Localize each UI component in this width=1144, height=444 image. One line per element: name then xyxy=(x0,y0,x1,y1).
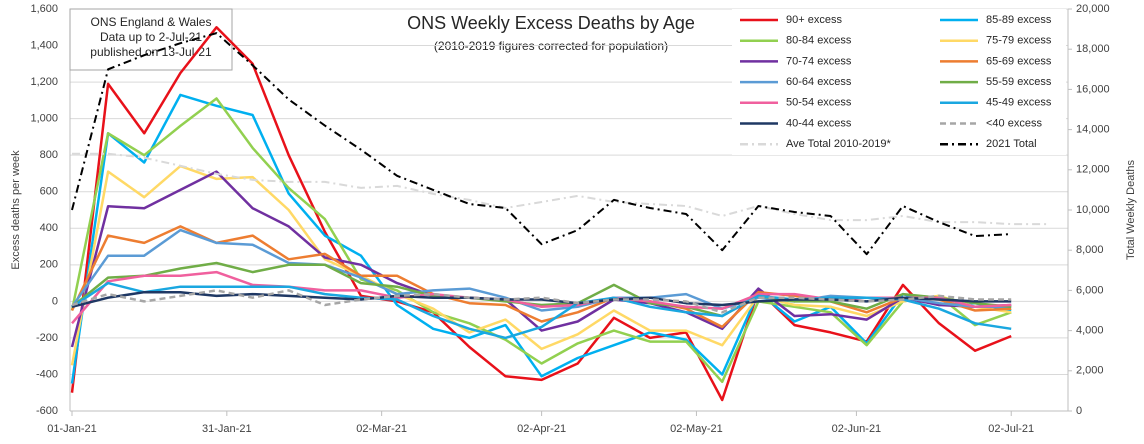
legend-label: 55-59 excess xyxy=(986,76,1052,88)
x-tick-label: 31-Jan-21 xyxy=(202,423,252,435)
y2-tick-label: 16,000 xyxy=(1076,83,1110,95)
legend-label: 60-64 excess xyxy=(786,76,852,88)
y2-tick-label: 2,000 xyxy=(1076,365,1104,377)
y2-axis-title: Total Weekly Deaths xyxy=(1125,159,1137,260)
annotation-line: published on 13-Jul-21 xyxy=(90,45,212,59)
y-tick-label: 200 xyxy=(40,259,58,271)
y-tick-label: 1,200 xyxy=(30,76,58,88)
series-line xyxy=(70,97,1012,384)
y-tick-label: 1,600 xyxy=(30,3,58,15)
annotation-box xyxy=(69,8,233,71)
series-line xyxy=(71,261,1012,318)
y2-tick-label: 12,000 xyxy=(1076,164,1110,176)
legend-label: 75-79 excess xyxy=(986,35,1052,47)
annotation-line: ONS England & Wales xyxy=(91,15,212,29)
series-line xyxy=(70,164,1012,366)
x-tick-label: 01-Jan-21 xyxy=(47,423,97,435)
y2-tick-label: 18,000 xyxy=(1076,43,1110,55)
legend-box xyxy=(732,9,1066,155)
legend-label: 50-54 excess xyxy=(786,97,852,109)
y-tick-label: -600 xyxy=(36,405,58,417)
y2-tick-label: 10,000 xyxy=(1076,204,1110,216)
y2-tick-label: 14,000 xyxy=(1076,124,1110,136)
x-tick-label: 02-Apr-21 xyxy=(517,423,566,435)
y-tick-label: 800 xyxy=(40,149,58,161)
chart-title: ONS Weekly Excess Deaths by Age xyxy=(407,13,695,33)
y2-tick-label: 0 xyxy=(1076,405,1082,417)
x-tick-label: 02-May-21 xyxy=(670,423,723,435)
y-tick-label: -400 xyxy=(36,368,58,380)
y-axis-title: Excess deaths per week xyxy=(10,150,22,270)
legend-label: 65-69 excess xyxy=(986,55,1052,67)
legend-label: 45-49 excess xyxy=(986,97,1052,109)
y2-tick-label: 20,000 xyxy=(1076,3,1110,15)
series-line xyxy=(70,225,1012,329)
series-line xyxy=(71,281,1012,340)
x-tick-label: 02-Mar-21 xyxy=(356,423,407,435)
legend-label: 90+ excess xyxy=(786,14,842,26)
y-tick-label: 0 xyxy=(52,295,58,307)
series-line xyxy=(70,26,1012,402)
legend-label: 40-44 excess xyxy=(786,117,852,129)
y-tick-label: -200 xyxy=(36,332,58,344)
annotation-line: Data up to 2-Jul-21 xyxy=(100,30,202,44)
legend-label: <40 excess xyxy=(986,117,1042,129)
legend: 90+ excess 85-89 excess 80-84 excess 75-79 … xyxy=(732,9,1066,155)
series-line xyxy=(72,152,1048,226)
legend-label: Ave Total 2010-2019* xyxy=(786,138,892,150)
y-tick-label: 600 xyxy=(40,186,58,198)
x-tick-label: 02-Jun-21 xyxy=(832,423,882,435)
series-line xyxy=(71,290,1012,309)
y2-tick-label: 8,000 xyxy=(1076,244,1104,256)
legend-label: 2021 Total xyxy=(986,138,1037,150)
series-line xyxy=(70,93,1012,384)
series-line xyxy=(70,170,1012,348)
y2-tick-label: 4,000 xyxy=(1076,325,1104,337)
x-tick-label: 02-Jul-21 xyxy=(988,423,1034,435)
series-line xyxy=(71,32,1012,256)
chart-subtitle: (2010-2019 figures corrected for populat… xyxy=(434,39,668,53)
y-tick-label: 1,000 xyxy=(30,113,58,125)
y-tick-label: 400 xyxy=(40,222,58,234)
legend-label: 70-74 excess xyxy=(786,55,852,67)
legend-label: 80-84 excess xyxy=(786,35,852,47)
legend-label: 85-89 excess xyxy=(986,14,1052,26)
y-tick-label: 1,400 xyxy=(30,39,58,51)
y2-tick-label: 6,000 xyxy=(1076,284,1104,296)
